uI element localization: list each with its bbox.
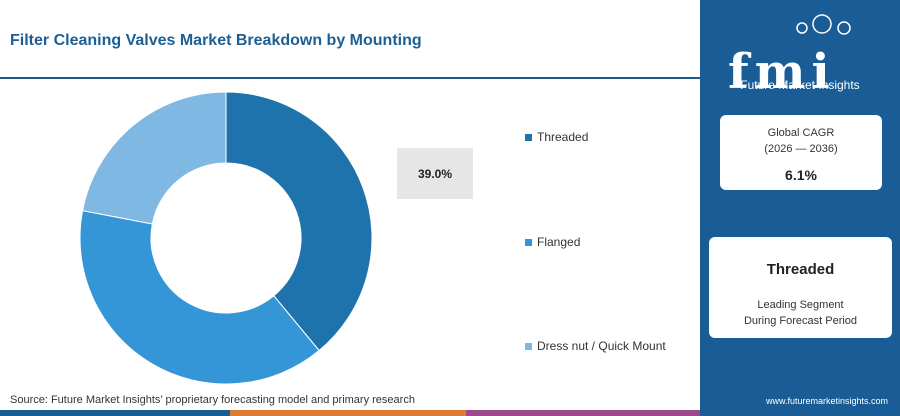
donut-chart bbox=[79, 91, 373, 385]
website-link[interactable]: www.futuremarketinsights.com bbox=[765, 396, 888, 406]
threaded-data-label: 39.0% bbox=[397, 148, 473, 199]
accent-segment-blue bbox=[0, 410, 230, 416]
slice-flanged bbox=[79, 210, 320, 385]
fmi-logo-icon bbox=[796, 14, 851, 35]
cagr-period: (2026 — 2036) bbox=[764, 143, 838, 155]
logo-letters: fmi bbox=[728, 44, 836, 100]
accent-segment-orange bbox=[230, 410, 466, 416]
bottom-accent-bar bbox=[0, 410, 700, 416]
legend-item-threaded: Threaded bbox=[525, 130, 588, 144]
source-note: Source: Future Market Insights’ propriet… bbox=[10, 394, 415, 406]
legend-item-flanged: Flanged bbox=[525, 235, 580, 249]
title-divider bbox=[0, 77, 700, 79]
leading-segment-name: Threaded bbox=[766, 261, 835, 278]
accent-segment-purple bbox=[466, 410, 700, 416]
chart-title: Filter Cleaning Valves Market Breakdown … bbox=[10, 32, 422, 49]
cagr-card: Global CAGR (2026 — 2036) 6.1% bbox=[720, 115, 882, 190]
legend-label-flanged: Flanged bbox=[537, 235, 581, 249]
leading-segment-card: Threaded Leading Segment During Forecast… bbox=[709, 237, 892, 338]
cagr-value: 6.1% bbox=[785, 167, 817, 183]
legend-label-threaded: Threaded bbox=[537, 130, 589, 144]
legend-swatch-threaded bbox=[525, 133, 532, 141]
leading-segment-desc-line2: During Forecast Period bbox=[743, 315, 858, 327]
legend-swatch-dress-nut bbox=[525, 342, 532, 350]
brand-name: Future Market Insights bbox=[740, 78, 860, 92]
legend-swatch-flanged bbox=[525, 238, 532, 246]
side-panel: fmi Future Market Insights Global CAGR (… bbox=[700, 0, 900, 416]
slice-threaded bbox=[225, 91, 373, 352]
slice-dress-nut bbox=[82, 91, 227, 225]
leading-segment-desc-line1: Leading Segment bbox=[757, 299, 844, 311]
legend-item-dress-nut: Dress nut / Quick Mount bbox=[525, 339, 666, 353]
legend-label-dress-nut: Dress nut / Quick Mount bbox=[537, 339, 666, 353]
cagr-label: Global CAGR bbox=[767, 127, 835, 139]
